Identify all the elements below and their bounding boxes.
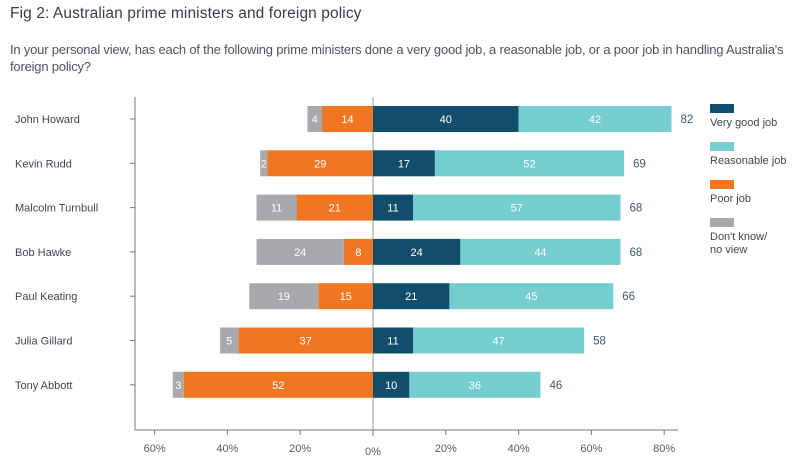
bar-value-label: 17 [398,158,410,170]
legend-swatch [710,180,734,189]
total-label: 58 [593,336,606,348]
bar-segment [220,327,239,354]
bar-value-label: 36 [469,380,481,392]
bar-value-label: 44 [534,247,546,259]
bar-value-label: 21 [405,291,417,303]
bar-segment [449,283,614,310]
bar-value-label: 15 [340,291,352,303]
legend-item-very-good: Very good job [710,104,800,130]
bar-value-label: 52 [272,380,284,392]
bar-segment [373,283,450,310]
bar-value-label: 24 [294,247,306,259]
bar-segment [256,238,344,265]
bar-segment [172,371,184,398]
bar-segment [343,238,373,265]
legend-swatch [710,218,734,227]
category-label: Kevin Rudd [15,158,72,170]
bar-segment [307,106,323,132]
category-label: John Howard [15,114,80,126]
category-label: Malcolm Turnbull [15,203,98,215]
bar-segment [318,283,373,310]
bar-segment [373,150,435,177]
x-tick-label: 80% [653,443,675,455]
legend-label: Reasonable job [710,155,787,167]
total-label: 69 [633,158,646,170]
bar-value-label: 40 [440,114,452,126]
x-tick-label: 60% [580,443,602,455]
bar-value-label: 24 [411,247,423,259]
bar-segment [409,371,541,398]
x-tick-label: 40% [216,443,238,455]
bar-segment [183,371,373,398]
legend-swatch [710,104,734,113]
x-tick-label: 40% [508,443,530,455]
bar-segment [373,327,414,354]
x-tick-label: 60% [144,443,166,455]
bar-segment [322,106,373,132]
bar-value-label: 4 [312,114,318,126]
bar-segment [373,238,461,265]
bar-segment [413,327,585,354]
x-tick-label: 20% [289,443,311,455]
bar-segment [373,194,414,221]
total-label: 66 [622,291,635,303]
total-label: 82 [680,114,693,126]
bar-value-label: 37 [300,336,312,348]
bar-value-label: 8 [355,247,361,259]
bar-value-label: 42 [589,114,601,126]
total-label: 68 [630,203,643,215]
bar-segment [296,194,373,221]
category-label: Tony Abbott [15,380,73,392]
bar-segment [413,194,621,221]
bar-segment [460,238,621,265]
legend-label: Poor job [710,193,751,205]
bar-value-label: 11 [387,203,398,215]
bar-value-label: 11 [387,336,398,348]
bar-value-label: 52 [523,158,535,170]
category-label: Paul Keating [15,291,77,303]
bar-segment [434,150,625,177]
legend-item-reasonable: Reasonable job [710,142,800,168]
bar-segment [373,106,519,132]
bar-value-label: 11 [271,203,282,215]
category-label: Bob Hawke [15,247,71,259]
bar-segment [373,371,410,398]
legend: Very good job Reasonable job Poor job Do… [710,104,800,269]
bar-segment [267,150,373,177]
x-tick-label: 20% [435,443,457,455]
bar-value-label: 2 [261,158,267,170]
bar-value-label: 47 [492,336,504,348]
bar-value-label: 21 [329,203,341,215]
bar-segment [249,283,319,310]
bar-segment [238,327,373,354]
chart-subtitle: In your personal view, has each of the f… [10,42,784,74]
bar-segment [518,106,672,132]
bar-value-label: 3 [175,380,181,392]
total-label: 46 [549,380,562,392]
bar-value-label: 45 [525,291,537,303]
bars [172,106,672,398]
bar-value-label: 10 [385,380,397,392]
bar-value-label: 14 [341,114,353,126]
legend-label: Very good job [710,117,778,129]
axes: 60% 40% 20% 0% 20% 40% 60% 80% [130,97,678,458]
bar-value-label: 19 [278,291,290,303]
bar-value-label: 5 [226,336,232,348]
legend-swatch [710,142,734,151]
bar-value-label: 29 [314,158,326,170]
legend-label: Don't know/ no view [710,231,768,256]
legend-item-dont-know: Don't know/ no view [710,218,800,257]
category-label: Julia Gillard [15,336,72,348]
total-label: 68 [630,247,643,259]
bar-segment [256,194,297,221]
x-tick-label: 0% [365,446,381,458]
bar-value-label: 57 [511,203,523,215]
bar-segment [260,150,268,177]
chart-title: Fig 2: Australian prime ministers and fo… [10,5,362,22]
legend-item-poor: Poor job [710,180,800,206]
